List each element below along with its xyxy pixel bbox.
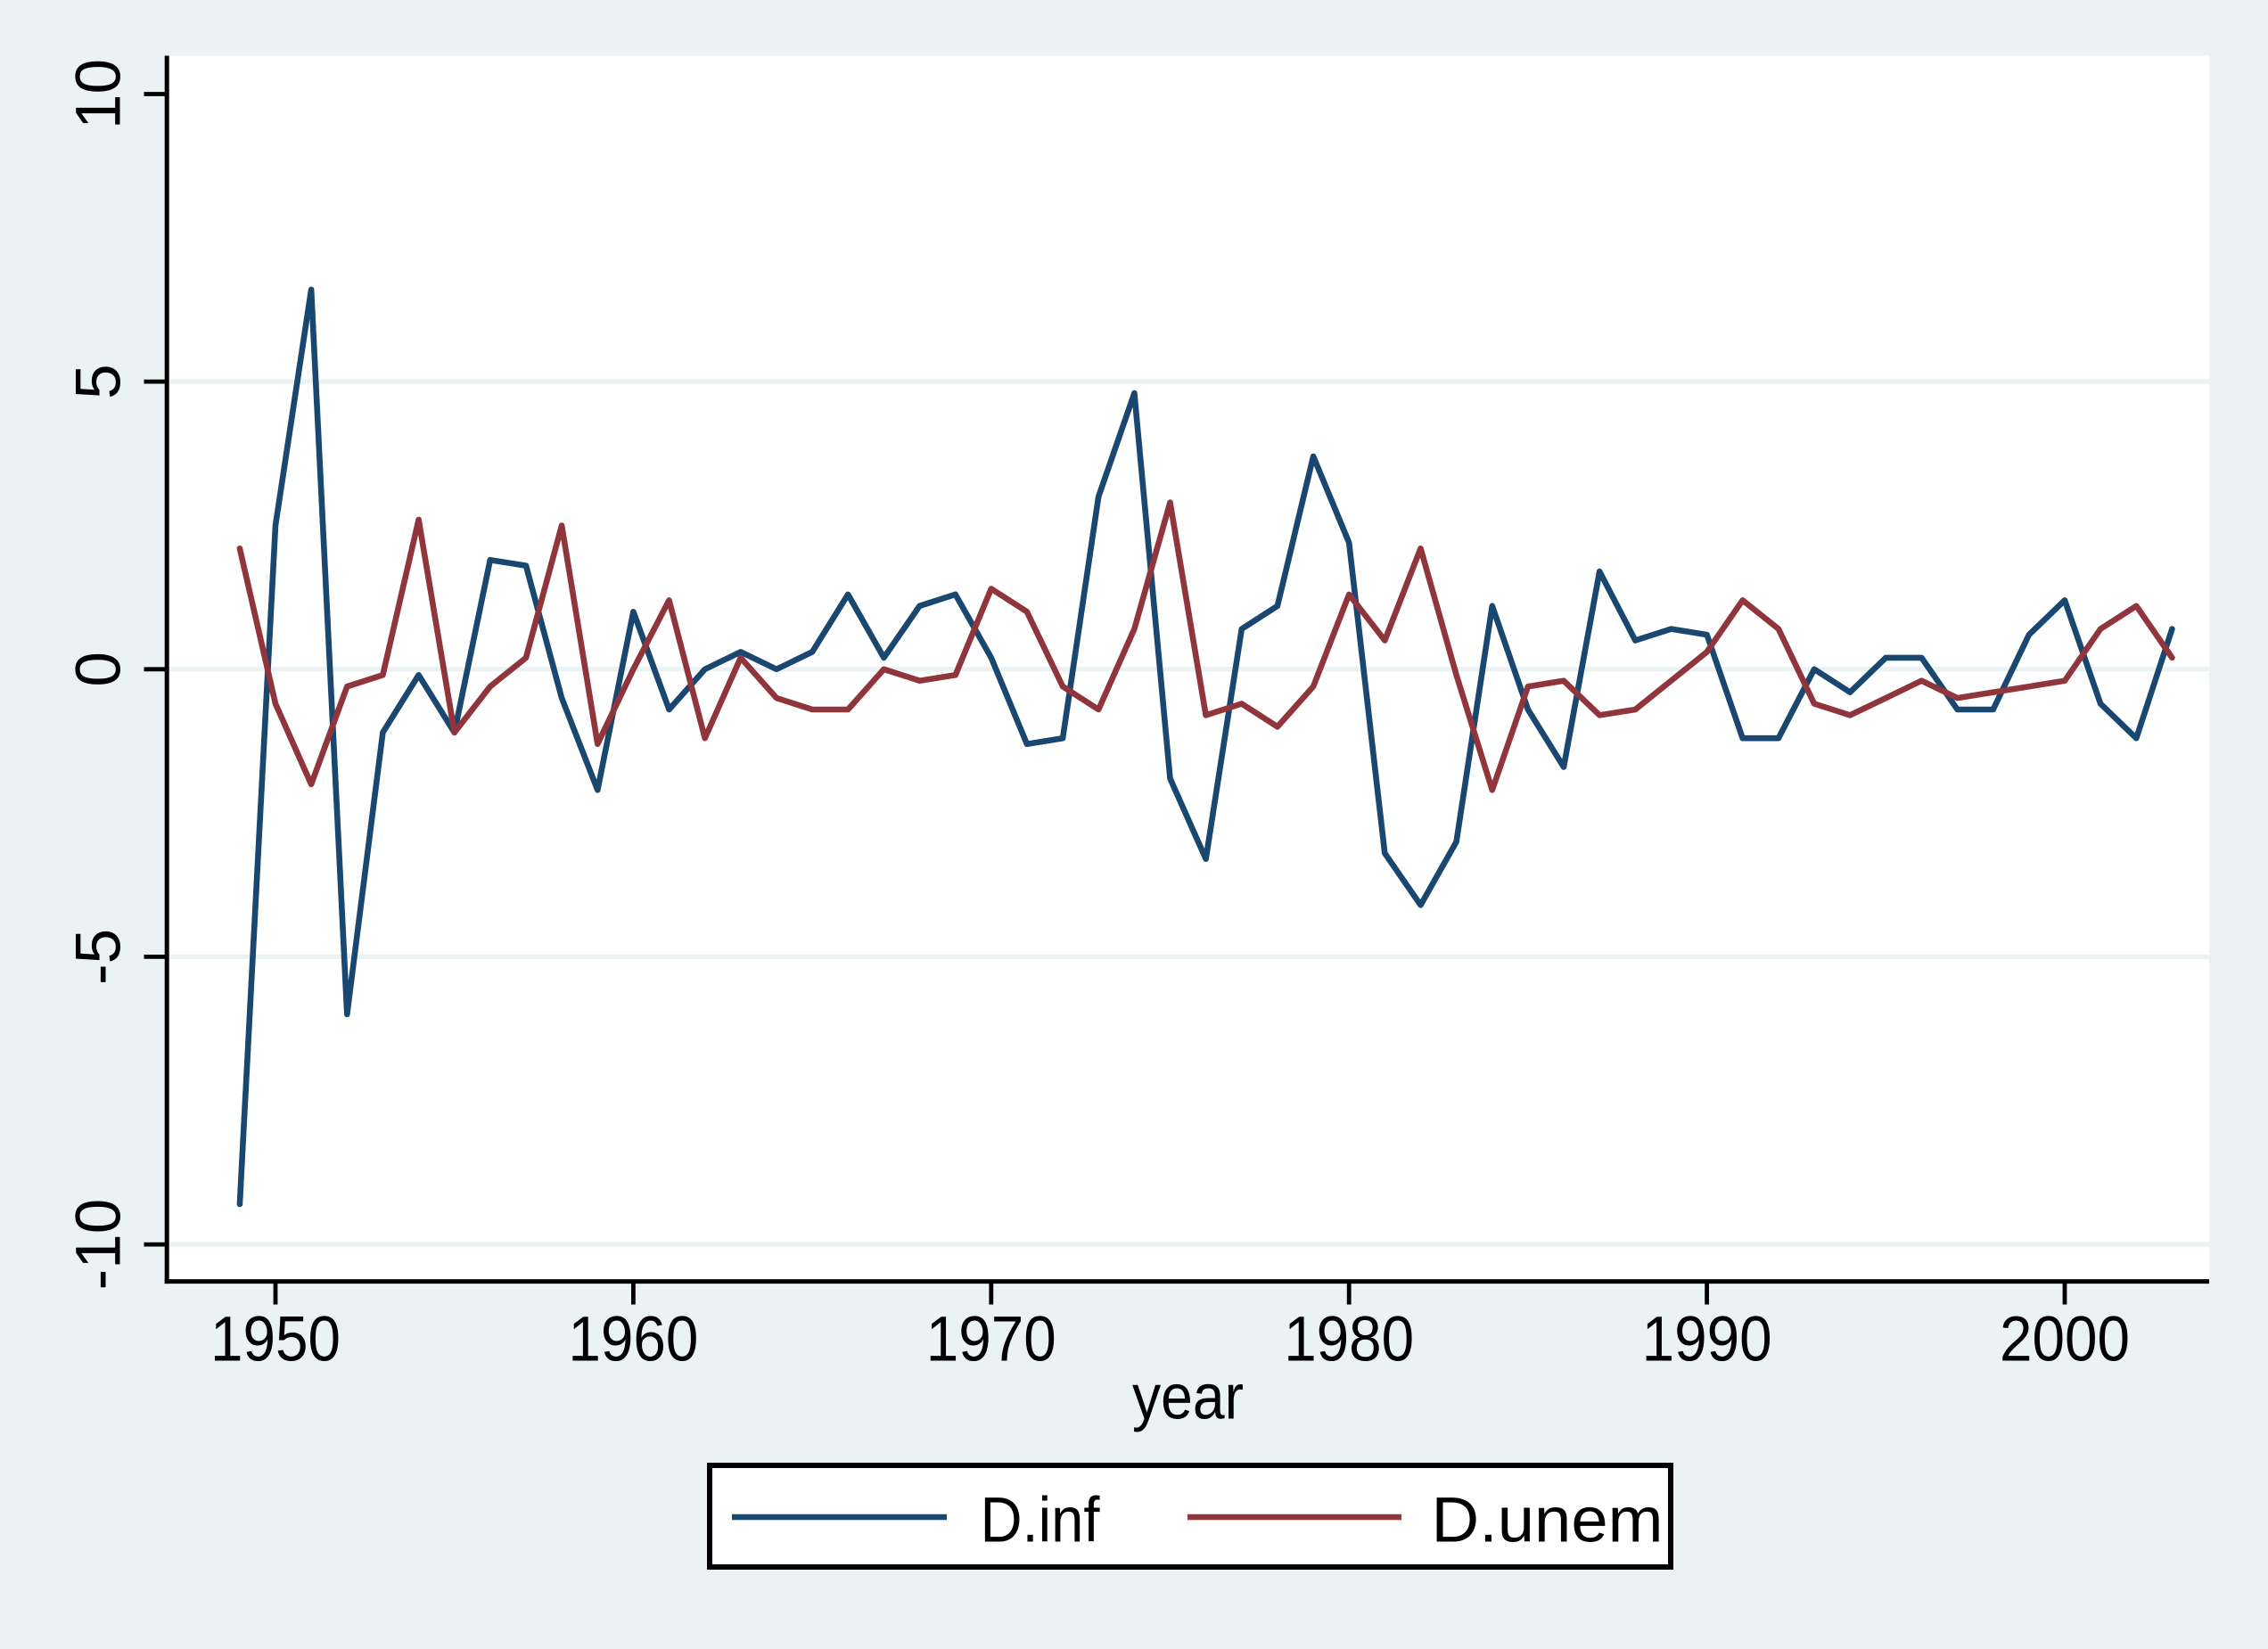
svg-text:-5: -5 xyxy=(64,929,135,985)
svg-text:D.unem: D.unem xyxy=(1432,1486,1664,1556)
svg-text:D.inf: D.inf xyxy=(981,1486,1100,1556)
svg-text:1980: 1980 xyxy=(1284,1305,1414,1375)
svg-text:5: 5 xyxy=(64,364,135,399)
svg-text:10: 10 xyxy=(64,59,135,129)
svg-text:0: 0 xyxy=(64,652,135,687)
svg-text:1970: 1970 xyxy=(926,1305,1056,1375)
svg-text:2000: 2000 xyxy=(2000,1305,2130,1375)
svg-text:1990: 1990 xyxy=(1642,1305,1772,1375)
svg-text:1960: 1960 xyxy=(568,1305,698,1375)
svg-text:1950: 1950 xyxy=(210,1305,341,1375)
svg-text:-10: -10 xyxy=(64,1199,135,1291)
svg-text:year: year xyxy=(1132,1363,1244,1433)
